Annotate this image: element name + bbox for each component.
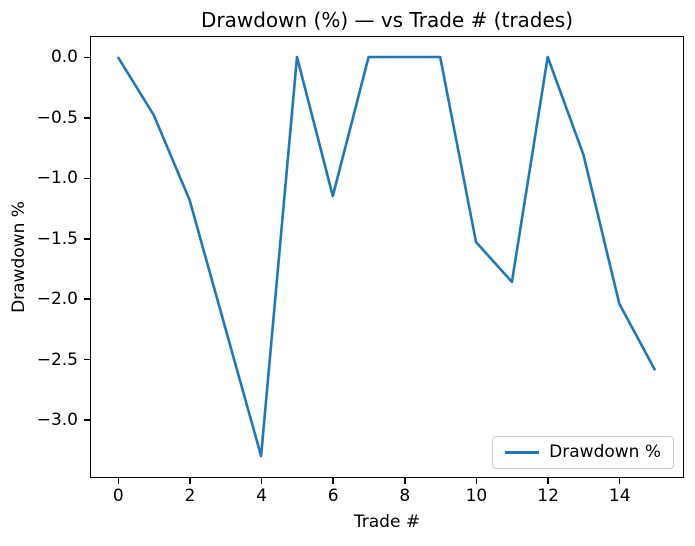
y-tick-label: 0.0 [50, 47, 78, 68]
y-tick-label: −1.0 [36, 168, 78, 189]
legend-entry-label: Drawdown % [549, 442, 661, 462]
x-tick-mark [547, 478, 549, 484]
x-tick-label: 0 [112, 486, 124, 506]
x-axis-label: Trade # [353, 512, 421, 532]
drawdown-line [116, 55, 657, 458]
x-tick-label: 14 [608, 486, 631, 506]
y-tick-mark [84, 419, 90, 421]
x-tick-mark [475, 478, 478, 484]
y-tick-mark [84, 117, 90, 119]
y-tick-mark [84, 238, 90, 240]
y-tick-mark [84, 56, 90, 59]
x-tick-label: 4 [256, 486, 267, 506]
x-tick-mark [404, 478, 406, 484]
x-tick-mark [260, 478, 263, 484]
y-tick-mark [84, 358, 90, 361]
y-tick-mark [84, 298, 90, 300]
x-tick-label: 8 [399, 486, 411, 506]
line-series-canvas [116, 55, 657, 458]
y-tick-label: −2.0 [36, 289, 78, 310]
y-tick-label: −0.5 [36, 107, 78, 128]
y-tick-label: −3.0 [36, 410, 78, 431]
x-tick-label: 6 [327, 486, 339, 506]
x-tick-label: 2 [184, 486, 196, 506]
plot-area: Drawdown % [90, 36, 684, 478]
y-tick-mark [84, 177, 90, 180]
y-tick-label: −2.5 [36, 349, 78, 370]
x-tick-mark [189, 478, 191, 484]
chart-title: Drawdown (%) — vs Trade # (trades) [200, 8, 574, 32]
x-tick-mark [117, 478, 119, 484]
x-tick-label: 10 [465, 486, 488, 506]
x-tick-mark [618, 478, 621, 484]
legend: Drawdown % [492, 436, 674, 469]
x-tick-mark [332, 478, 334, 484]
x-tick-label: 12 [537, 486, 559, 506]
y-tick-label: −1.5 [36, 228, 78, 249]
legend-line-sample [505, 451, 540, 454]
